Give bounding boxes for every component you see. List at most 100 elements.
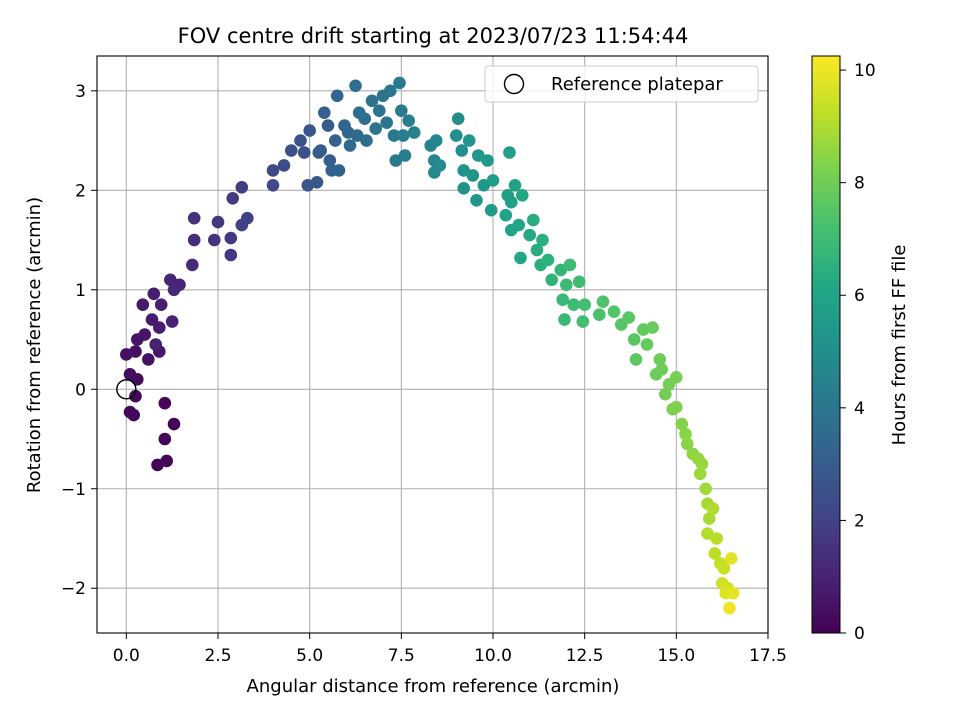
data-point [726,586,740,600]
data-point [558,313,571,326]
y-tick-label: −1 [61,480,86,500]
data-point [153,321,166,334]
data-point [706,502,720,515]
data-point [129,389,142,403]
colorbar-tick-label: 4 [854,399,865,419]
x-tick-label: 10.0 [474,646,512,666]
data-point [717,562,731,575]
data-point [365,94,379,108]
data-point [725,552,738,565]
data-point [358,112,372,125]
data-point [351,129,364,142]
data-point [343,139,357,152]
data-point [545,273,558,287]
data-point [659,387,672,401]
reference-platepar-marker [116,379,137,400]
data-point [398,149,412,162]
data-point [451,112,465,125]
x-tick-label: 15.0 [657,646,695,666]
data-point [138,328,151,341]
data-point [330,89,344,103]
data-point [158,396,172,410]
data-point [514,251,527,265]
data-point [360,134,373,147]
colorbar-tick-label: 0 [854,624,865,644]
data-point [484,203,498,217]
data-point [187,233,201,247]
data-point [693,467,707,481]
data-point [576,315,590,328]
data-point [505,195,518,209]
data-point [516,189,529,202]
y-axis-label: Rotation from reference (arcmin) [24,197,45,493]
data-point [208,233,221,247]
data-point [681,437,694,451]
data-point [462,134,476,147]
data-point [369,122,383,135]
x-tick-label: 17.5 [749,646,787,666]
x-tick-label: 7.5 [388,646,415,666]
legend: Reference platepar [484,65,759,103]
data-point [655,363,668,376]
data-point [710,532,723,545]
data-point [266,164,280,177]
data-point [395,104,408,117]
data-point [560,278,573,292]
data-point [187,211,201,225]
x-tick-label: 0.0 [113,646,140,666]
data-point [147,287,161,301]
legend-label-reference: Reference platepar [551,74,723,95]
x-tick-label: 2.5 [204,646,231,666]
x-tick-label: 12.5 [566,646,604,666]
data-point [536,233,549,247]
data-point [433,159,447,172]
data-point [470,194,483,207]
data-point [679,427,692,441]
data-point [503,146,516,159]
data-point [499,208,513,222]
data-point [145,313,159,326]
data-point [450,129,463,142]
data-point [708,547,722,560]
data-point [384,84,397,98]
plot-frame [96,55,769,634]
colorbar-tick-label: 8 [854,174,865,194]
data-point [380,116,394,129]
data-point [640,338,654,351]
data-point [277,159,291,172]
data-point [675,417,689,431]
data-point [373,104,386,117]
data-point [285,144,298,157]
data-point [407,126,421,139]
data-point [387,129,401,142]
colorbar-tick-label: 2 [854,511,865,531]
data-point [466,169,480,182]
data-point [396,129,410,142]
data-point [567,298,580,312]
data-point [670,371,683,384]
data-point [530,243,544,257]
data-point [563,258,577,272]
data-point [318,106,331,119]
data-point [508,179,522,192]
data-point [160,454,173,468]
data-point [481,154,494,167]
data-point [211,215,225,229]
data-point [332,164,346,177]
data-point [297,146,311,159]
data-point [486,174,500,187]
colorbar [811,55,841,634]
data-point [329,134,342,147]
data-point [136,298,150,312]
y-tick-label: 2 [75,181,86,201]
colorbar-ticks: 0 2 4 6 8 10 [840,61,876,644]
data-point [310,176,324,189]
data-point [186,258,199,272]
data-point [627,333,641,346]
data-point [455,144,469,157]
data-point [629,353,643,366]
data-point [154,298,168,312]
data-point [523,228,536,242]
colorbar-tick-label: 10 [854,61,876,81]
data-point [123,405,137,419]
